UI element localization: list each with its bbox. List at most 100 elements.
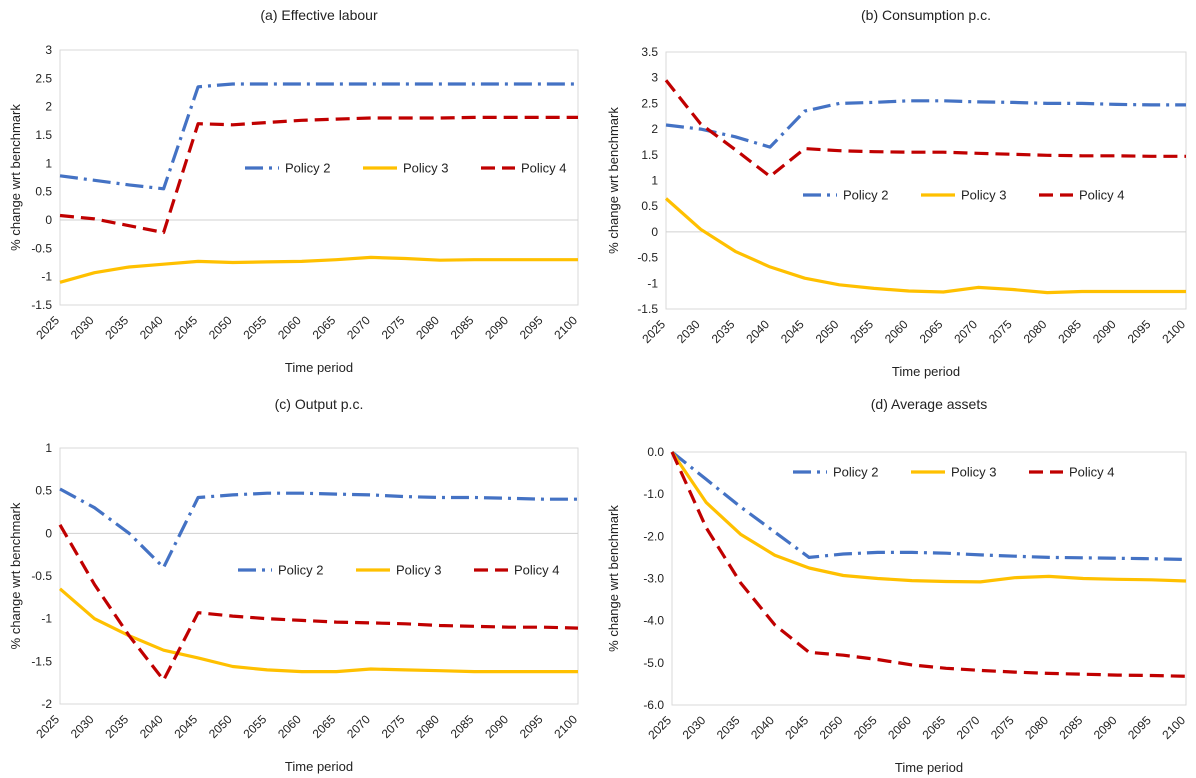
x-tick-label: 2085 [448, 712, 477, 741]
x-tick-label: 2040 [748, 713, 777, 742]
x-tick-label: 2075 [986, 317, 1015, 346]
x-tick-label: 2070 [344, 313, 373, 342]
x-tick-label: 2030 [680, 713, 709, 742]
plot-area [671, 451, 1187, 706]
y-tick-label: 1 [45, 441, 52, 455]
x-axis-title: Time period [895, 760, 963, 775]
x-tick-label: 2060 [275, 712, 304, 741]
y-tick-label: 0.5 [35, 484, 52, 498]
x-tick-label: 2055 [847, 317, 876, 346]
series-line-policy-4 [59, 115, 578, 235]
y-tick-label: 1.5 [641, 148, 658, 162]
legend-label: Policy 2 [278, 563, 324, 578]
x-tick-label: 2095 [1125, 317, 1154, 346]
x-tick-label: 2070 [951, 317, 980, 346]
y-tick-label: 2.5 [35, 71, 52, 85]
series-line-policy-2 [59, 487, 578, 570]
x-tick-label: 2030 [68, 313, 97, 342]
y-tick-label: -1 [41, 270, 52, 284]
y-tick-label: -1.0 [643, 487, 664, 501]
y-tick-label: 3 [45, 43, 52, 57]
x-axis-title: Time period [892, 364, 960, 379]
x-tick-label: 2100 [1159, 713, 1188, 742]
x-tick-label: 2060 [882, 317, 911, 346]
chart-title: (a) Effective labour [260, 7, 378, 23]
y-tick-label: 1 [45, 156, 52, 170]
x-tick-label: 2030 [674, 317, 703, 346]
x-axis-title: Time period [285, 360, 353, 375]
legend: Policy 2 Policy 3 Policy 4 [245, 161, 567, 176]
x-tick-label: 2090 [1090, 317, 1119, 346]
plot-area [665, 51, 1187, 310]
y-tick-label: -1.5 [31, 298, 52, 312]
x-tick-label: 2075 [379, 313, 408, 342]
chart-panel-2: (b) Consumption p.c. -1.5 -1 -0.5 0 0.5 1 1.5 2 2… [606, 7, 1188, 379]
x-tick-label: 2050 [206, 712, 235, 741]
series-line-policy-4 [58, 523, 579, 682]
y-tick-label: -5.0 [643, 656, 664, 670]
legend-label: Policy 2 [833, 465, 879, 480]
x-tick-label: 2040 [137, 712, 166, 741]
x-tick-label: 2090 [482, 313, 511, 342]
x-tick-label: 2045 [782, 713, 811, 742]
x-tick-label: 2070 [954, 713, 983, 742]
legend: Policy 2 Policy 3 Policy 4 [803, 188, 1125, 203]
x-tick-label: 2100 [1159, 317, 1188, 346]
x-tick-label: 2095 [517, 313, 546, 342]
x-tick-label: 2025 [639, 317, 668, 346]
x-tick-label: 2090 [482, 712, 511, 741]
series-line-policy-2 [59, 82, 578, 191]
y-tick-label: 2 [45, 100, 52, 114]
legend-label: Policy 4 [514, 563, 560, 578]
x-tick-label: 2045 [171, 313, 200, 342]
y-tick-label: 0 [45, 526, 52, 540]
x-tick-label: 2040 [137, 313, 166, 342]
x-tick-label: 2035 [709, 317, 738, 346]
y-tick-label: -2.0 [643, 529, 664, 543]
x-tick-label: 2075 [988, 713, 1017, 742]
series-line-policy-2 [665, 99, 1186, 149]
y-tick-label: 0.5 [35, 185, 52, 199]
x-tick-label: 2035 [102, 712, 131, 741]
y-tick-label: -0.5 [31, 241, 52, 255]
chart-panel-3: (c) Output p.c. -2 -1.5 -1 -0.5 0 0.5 1 2025 2030… [8, 396, 580, 774]
x-tick-label: 2050 [206, 313, 235, 342]
chart-title: (b) Consumption p.c. [861, 7, 991, 23]
x-tick-label: 2070 [344, 712, 373, 741]
y-tick-label: 0 [45, 213, 52, 227]
legend-label: Policy 2 [285, 161, 331, 176]
x-tick-label: 2085 [1055, 317, 1084, 346]
y-tick-label: -2 [41, 697, 52, 711]
x-tick-label: 2025 [33, 712, 62, 741]
series-line-policy-3 [58, 587, 578, 674]
x-tick-label: 2075 [379, 712, 408, 741]
chart-title: (c) Output p.c. [275, 396, 364, 412]
y-axis-title: % change wrt benchmark [8, 502, 23, 649]
y-tick-label: 2 [651, 122, 658, 136]
x-tick-label: 2095 [1125, 713, 1154, 742]
y-tick-label: 3 [651, 71, 658, 85]
y-tick-label: -1 [41, 612, 52, 626]
y-tick-label: -6.0 [643, 698, 664, 712]
y-tick-label: 1 [651, 174, 658, 188]
x-tick-label: 2065 [917, 317, 946, 346]
series-line-policy-3 [59, 255, 578, 284]
series-line-policy-3 [664, 197, 1186, 295]
y-axis-title: % change wrt benchmark [8, 104, 23, 251]
x-tick-label: 2050 [813, 317, 842, 346]
series-line-policy-3 [670, 451, 1187, 584]
x-tick-label: 2060 [275, 313, 304, 342]
x-tick-label: 2030 [68, 712, 97, 741]
y-tick-label: -4.0 [643, 614, 664, 628]
series-line-policy-4 [670, 451, 1187, 678]
y-tick-label: -1.5 [31, 654, 52, 668]
y-tick-label: 0.5 [641, 199, 658, 213]
x-tick-label: 2080 [413, 712, 442, 741]
x-tick-label: 2050 [817, 713, 846, 742]
x-tick-label: 2035 [102, 313, 131, 342]
x-tick-label: 2065 [310, 712, 339, 741]
x-tick-label: 2085 [448, 313, 477, 342]
legend-label: Policy 4 [1069, 465, 1115, 480]
x-tick-label: 2090 [1091, 713, 1120, 742]
y-tick-label: -1 [647, 276, 658, 290]
